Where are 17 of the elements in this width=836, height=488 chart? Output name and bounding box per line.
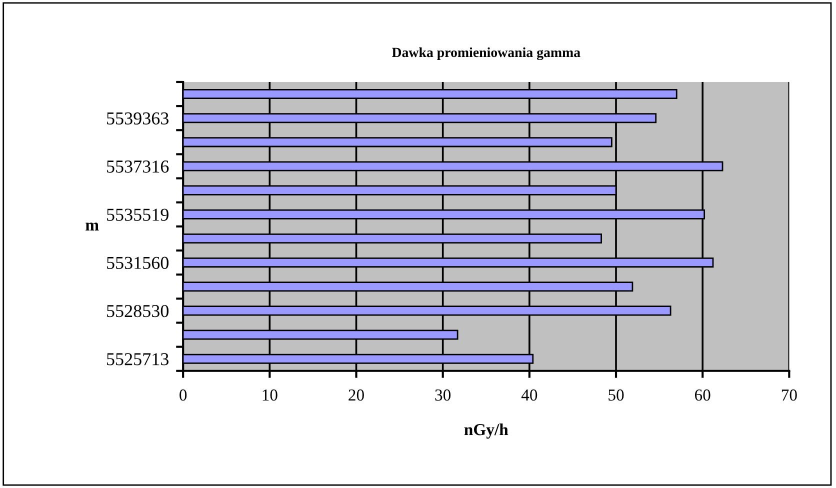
y-tick-label: 5535519 [107,208,168,221]
x-tick-label: 50 [608,389,624,401]
x-tick-label: 70 [782,389,797,401]
chart-title: Dawka promieniowania gamma [392,47,580,60]
y-tick-label: 5528530 [107,304,169,318]
y-tick-label: 5537316 [107,160,169,173]
y-tick-label: 5531560 [107,256,169,269]
y-tick-label: 5539363 [107,112,168,125]
x-tick-label: 30 [435,389,451,401]
y-tick-label: 5525713 [107,353,168,366]
x-tick-label: 0 [180,389,187,401]
x-tick-label: 20 [348,389,364,401]
x-tick-label: 40 [521,389,538,401]
x-tick-label: 60 [694,389,710,401]
x-tick-label: 10 [262,389,278,401]
y-axis-title: m [86,222,99,230]
x-axis-title: nGy/h [464,423,508,439]
